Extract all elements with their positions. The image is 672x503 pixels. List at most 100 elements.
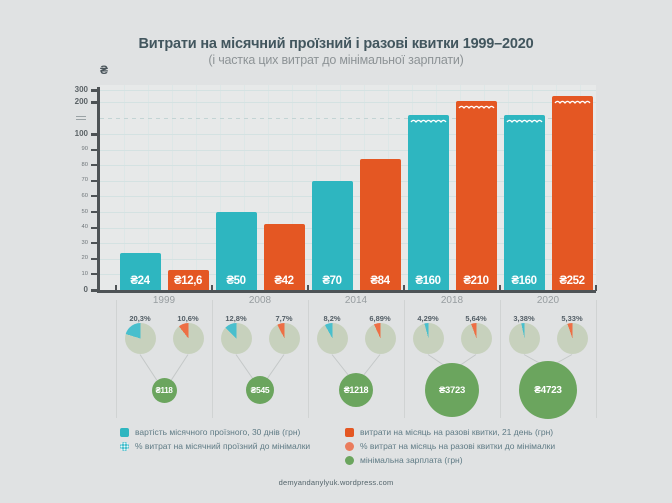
pct-label-single-tickets-pct-2014: 6,89%	[369, 314, 391, 323]
bar-value-label: ₴50	[226, 275, 246, 287]
bar-value-label: ₴70	[322, 274, 342, 287]
gridline-vertical	[292, 85, 293, 290]
min-wage-circle-2014: ₴1218	[339, 373, 373, 407]
bar-monthly-pass-2020: ₴160	[503, 114, 545, 290]
gridline-vertical	[172, 85, 173, 290]
group-separator	[212, 300, 213, 418]
gridline-vertical	[124, 85, 125, 290]
legend-item-monthly-pass: вартість місячного проїзного, 30 днів (г…	[120, 425, 345, 439]
bar-monthly-pass-2018: ₴160	[407, 114, 449, 290]
teal-square-icon	[120, 427, 129, 437]
y-axis-label: 300	[74, 85, 88, 94]
y-axis-tick	[91, 242, 97, 245]
pie-single-tickets-pct-2018	[460, 322, 492, 354]
y-axis-label: 50	[81, 208, 88, 215]
axis-break-wave-icon	[457, 105, 495, 109]
min-wage-circle-1999: ₴118	[151, 377, 177, 403]
y-axis-label: 0	[83, 285, 88, 294]
pct-label-single-tickets-pct-2008: 7,7%	[275, 314, 293, 323]
y-axis-break-mark	[76, 119, 86, 120]
chart-subtitle: (і частка цих витрат до мінімальної зарп…	[208, 53, 464, 67]
x-axis-year-label: 2014	[344, 295, 368, 306]
gridline-vertical	[268, 85, 269, 290]
salmon-circle-icon	[345, 441, 354, 451]
gridline-vertical	[148, 85, 149, 290]
y-axis-tick	[91, 257, 97, 260]
pie-monthly-pass-pct-2014	[316, 322, 348, 354]
x-axis-group-tick	[595, 285, 597, 291]
pct-label-monthly-pass-pct-2018: 4,29%	[417, 314, 439, 323]
y-axis-tick	[91, 288, 98, 292]
y-axis-tick	[91, 148, 97, 151]
legend-label: вартість місячного проїзного, 30 днів (г…	[135, 427, 301, 437]
legend-right-column: витрати на місяць на разові квитки, 21 д…	[345, 425, 575, 467]
x-axis-year-label: 2018	[440, 295, 464, 306]
bar-value-label: ₴210	[463, 274, 489, 287]
bar-single-tickets-2014: ₴84	[359, 158, 401, 290]
gridline-horizontal	[100, 90, 596, 91]
legend-item-monthly-pass-pct: % витрат на місячний проїзний до мінімал…	[120, 439, 345, 453]
group-separator	[500, 300, 501, 418]
pie-monthly-pass-pct-2008	[220, 322, 252, 354]
y-axis-label: 90	[81, 146, 88, 153]
x-axis-group-tick	[115, 285, 117, 291]
legend-label: мінімальна зарплата (грн)	[360, 455, 463, 465]
pie-single-tickets-pct-2008	[268, 322, 300, 354]
legend-label: % витрат на місяць на разові квитки до м…	[360, 441, 556, 451]
axis-break-wave-icon	[553, 100, 591, 104]
y-axis	[97, 87, 100, 291]
group-separator	[596, 300, 597, 418]
bar-single-tickets-2020: ₴252	[551, 95, 593, 290]
x-axis-group-tick	[307, 285, 309, 291]
x-axis	[97, 290, 596, 293]
min-wage-circle-2018: ₴3723	[425, 363, 479, 417]
y-axis-tick	[91, 88, 98, 92]
y-axis-tick	[91, 211, 97, 213]
y-axis-label: 80	[81, 161, 88, 168]
y-axis-tick	[91, 273, 97, 276]
bar-value-label: ₴24	[130, 274, 150, 287]
y-axis-tick	[91, 164, 97, 167]
legend-item-min-wage: мінімальна зарплата (грн)	[345, 453, 575, 467]
x-axis-group-tick	[403, 285, 405, 291]
bar-value-label: ₴252	[559, 274, 585, 287]
bar-single-tickets-1999: ₴12,6	[167, 270, 209, 290]
x-axis-year-label: 2020	[536, 295, 560, 306]
pie-single-tickets-pct-2014	[364, 322, 396, 354]
pct-label-single-tickets-pct-2020: 5,33%	[561, 314, 583, 323]
bar-value-label: ₴84	[370, 274, 390, 287]
pct-label-single-tickets-pct-1999: 10,6%	[177, 314, 199, 323]
axis-break-wave-icon	[409, 119, 447, 123]
group-separator	[404, 300, 405, 418]
gridline-horizontal	[100, 102, 596, 103]
bar-monthly-pass-1999: ₴24	[119, 252, 161, 290]
legend-item-single-tickets: витрати на місяць на разові квитки, 21 д…	[345, 425, 575, 439]
y-axis-label: 200	[74, 97, 88, 106]
pie-single-tickets-pct-1999	[172, 322, 204, 354]
bar-value-label: ₴160	[415, 274, 441, 287]
gridline-horizontal	[100, 149, 596, 151]
group-separator	[308, 300, 309, 418]
gridline-vertical	[244, 85, 245, 290]
axis-break-wave-icon	[505, 119, 543, 123]
bar-value-label: ₴42	[274, 274, 294, 287]
source-url: demyandanylyuk.wordpress.com	[278, 478, 394, 487]
bar-monthly-pass-2014: ₴70	[311, 180, 353, 290]
x-axis-year-label: 2008	[248, 295, 272, 306]
y-axis-label: 60	[81, 192, 88, 199]
y-axis-tick	[91, 226, 97, 229]
y-axis-currency-symbol: ₴	[99, 63, 108, 77]
y-axis-label: 10	[81, 270, 88, 277]
x-axis-group-tick	[499, 285, 501, 291]
x-axis-group-tick	[211, 285, 213, 291]
bar-single-tickets-2008: ₴42	[263, 224, 305, 290]
y-axis-label: 20	[81, 255, 88, 262]
legend-left-column: вартість місячного проїзного, 30 днів (г…	[120, 425, 345, 453]
min-wage-circle-2020: ₴4723	[519, 361, 577, 419]
gridline-horizontal	[100, 134, 596, 135]
y-axis-tick	[91, 195, 97, 198]
gridline-horizontal	[100, 165, 596, 167]
bar-monthly-pass-2008: ₴50	[215, 212, 257, 290]
legend-label: % витрат на місячний проїзний до мінімал…	[135, 441, 311, 451]
